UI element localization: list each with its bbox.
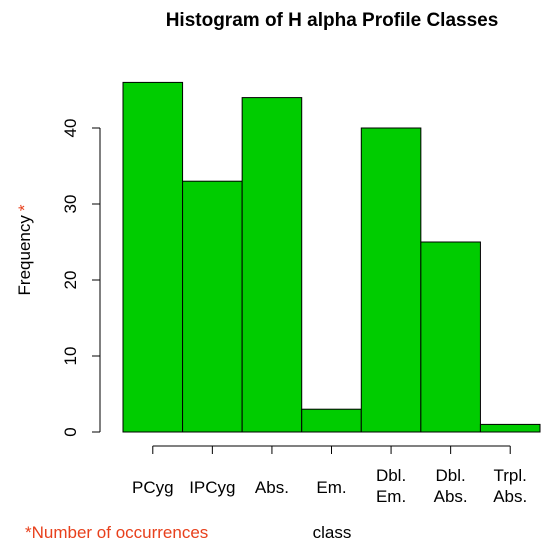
bar bbox=[420, 241, 481, 433]
bar bbox=[301, 408, 362, 433]
chart-title: Histogram of H alpha Profile Classes bbox=[166, 10, 499, 31]
x-axis-label: class bbox=[313, 523, 352, 542]
bar bbox=[360, 127, 422, 433]
y-axis-label-text: Frequency bbox=[15, 215, 34, 296]
x-tick-label-line: PCyg bbox=[132, 478, 174, 497]
footnote: *Number of occurrences bbox=[25, 523, 208, 542]
y-tick-label: 0 bbox=[61, 427, 80, 436]
x-tick-label: Dbl. Abs. bbox=[434, 466, 468, 506]
bar bbox=[479, 423, 541, 433]
bar bbox=[241, 97, 303, 433]
y-tick-label: 40 bbox=[61, 119, 80, 138]
x-tick-label: Abs. bbox=[255, 478, 289, 497]
y-tick-label: 10 bbox=[61, 347, 80, 366]
x-tick-label: Dbl. Em. bbox=[376, 466, 406, 506]
y-tick-label: 30 bbox=[61, 195, 80, 214]
x-tick-label-line: Em. bbox=[316, 478, 346, 497]
x-tick-label-line: Dbl. bbox=[436, 466, 466, 485]
x-tick-label-line: Abs. bbox=[434, 487, 468, 506]
y-axis-label-note: * bbox=[15, 204, 34, 211]
x-tick-label: PCyg bbox=[132, 478, 174, 497]
x-tick-label-line: Abs. bbox=[255, 478, 289, 497]
x-tick-label: IPCyg bbox=[189, 478, 235, 497]
x-tick-label: Trpl. Abs. bbox=[493, 466, 527, 506]
x-tick-label-line: Em. bbox=[376, 487, 406, 506]
x-tick-label-line: Dbl. bbox=[376, 466, 406, 485]
bar bbox=[182, 180, 243, 433]
x-tick-label: Em. bbox=[316, 478, 346, 497]
y-axis-label: Frequency * bbox=[15, 204, 34, 295]
x-tick-label-line: Abs. bbox=[493, 487, 527, 506]
bar bbox=[122, 81, 184, 433]
x-tick-label-line: Trpl. bbox=[494, 466, 527, 485]
x-tick-label-line: IPCyg bbox=[189, 478, 235, 497]
y-tick-label: 20 bbox=[61, 271, 80, 290]
